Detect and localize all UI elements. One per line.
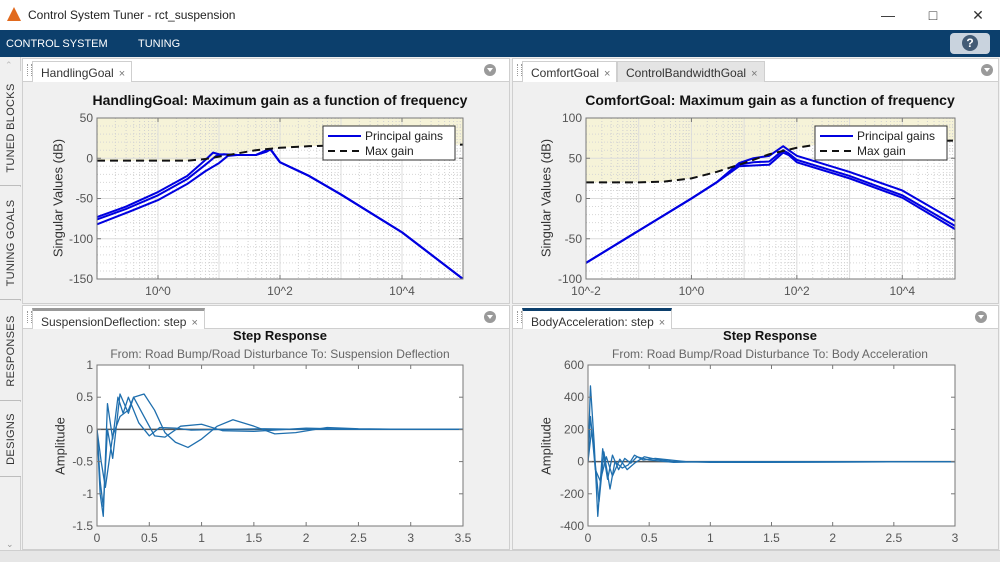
- close-tab-icon[interactable]: ×: [751, 68, 758, 80]
- chart-title: HandlingGoal: Maximum gain as a function…: [92, 92, 468, 108]
- tab-body-acceleration-step[interactable]: BodyAcceleration: step ×: [522, 308, 673, 329]
- tab-control-bandwidth-goal[interactable]: ControlBandwidthGoal ×: [617, 61, 765, 82]
- panel-menu-icon[interactable]: [975, 311, 987, 323]
- tab-tuning[interactable]: TUNING: [138, 38, 181, 50]
- chart-title: Step Response: [723, 328, 817, 343]
- drag-handle-icon[interactable]: [27, 311, 32, 323]
- chart-subtitle: From: Road Bump/Road Disturbance To: Bod…: [612, 347, 928, 361]
- drag-handle-icon[interactable]: [27, 64, 32, 76]
- panel-tab-row: ComfortGoal × ControlBandwidthGoal ×: [513, 59, 998, 82]
- scroll-down-icon[interactable]: ⌄: [6, 539, 14, 549]
- help-button[interactable]: ?: [950, 33, 990, 54]
- y-axis-label: Singular Values (dB): [50, 138, 66, 258]
- y-axis-label: Amplitude: [538, 417, 554, 475]
- close-tab-icon[interactable]: ×: [604, 68, 611, 80]
- close-tab-icon[interactable]: ×: [191, 317, 198, 329]
- title-bar: Control System Tuner - rct_suspension — …: [0, 0, 1000, 30]
- side-tab-strip: ⌃ TUNED BLOCKS TUNING GOALS RESPONSES DE…: [0, 57, 21, 550]
- drag-handle-icon[interactable]: [517, 311, 522, 323]
- chart-title: Step Response: [233, 328, 327, 343]
- tab-control-system[interactable]: CONTROL SYSTEM: [6, 38, 108, 50]
- close-tab-icon[interactable]: ×: [658, 317, 666, 329]
- drag-handle-icon[interactable]: [517, 64, 522, 76]
- tab-handling-goal[interactable]: HandlingGoal ×: [32, 61, 133, 82]
- maximize-icon[interactable]: □: [928, 7, 938, 23]
- chart-title: ComfortGoal: Maximum gain as a function …: [585, 92, 955, 108]
- side-tab-tuned-blocks[interactable]: TUNED BLOCKS: [0, 71, 21, 186]
- close-tab-icon[interactable]: ×: [118, 68, 126, 80]
- help-icon: ?: [962, 35, 978, 51]
- panel-tab-row: BodyAcceleration: step ×: [513, 306, 998, 329]
- status-bar: [0, 550, 1000, 562]
- scroll-up-icon[interactable]: ⌃: [5, 60, 13, 70]
- panel-menu-icon[interactable]: [981, 64, 993, 76]
- matlab-logo-icon: [7, 7, 21, 21]
- side-tab-tuning-goals[interactable]: TUNING GOALS: [0, 187, 21, 300]
- panel-menu-icon[interactable]: [484, 64, 496, 76]
- minimize-icon[interactable]: —: [881, 7, 895, 23]
- panel-menu-icon[interactable]: [484, 311, 496, 323]
- chart-subtitle: From: Road Bump/Road Disturbance To: Sus…: [110, 347, 450, 361]
- y-axis-label: Amplitude: [52, 417, 68, 475]
- panel-tab-row: HandlingGoal ×: [23, 59, 509, 82]
- tab-comfort-goal[interactable]: ComfortGoal ×: [522, 61, 618, 82]
- y-axis-label: Singular Values (dB): [538, 138, 554, 258]
- side-tab-responses[interactable]: RESPONSES: [0, 301, 21, 401]
- tab-suspension-deflection-step[interactable]: SuspensionDeflection: step ×: [32, 308, 205, 329]
- window-title: Control System Tuner - rct_suspension: [28, 8, 236, 22]
- side-tab-designs[interactable]: DESIGNS: [0, 402, 21, 477]
- ribbon-tab-bar: CONTROL SYSTEM TUNING: [0, 30, 1000, 57]
- panel-tab-row: SuspensionDeflection: step ×: [23, 306, 509, 329]
- close-icon[interactable]: ✕: [972, 7, 984, 23]
